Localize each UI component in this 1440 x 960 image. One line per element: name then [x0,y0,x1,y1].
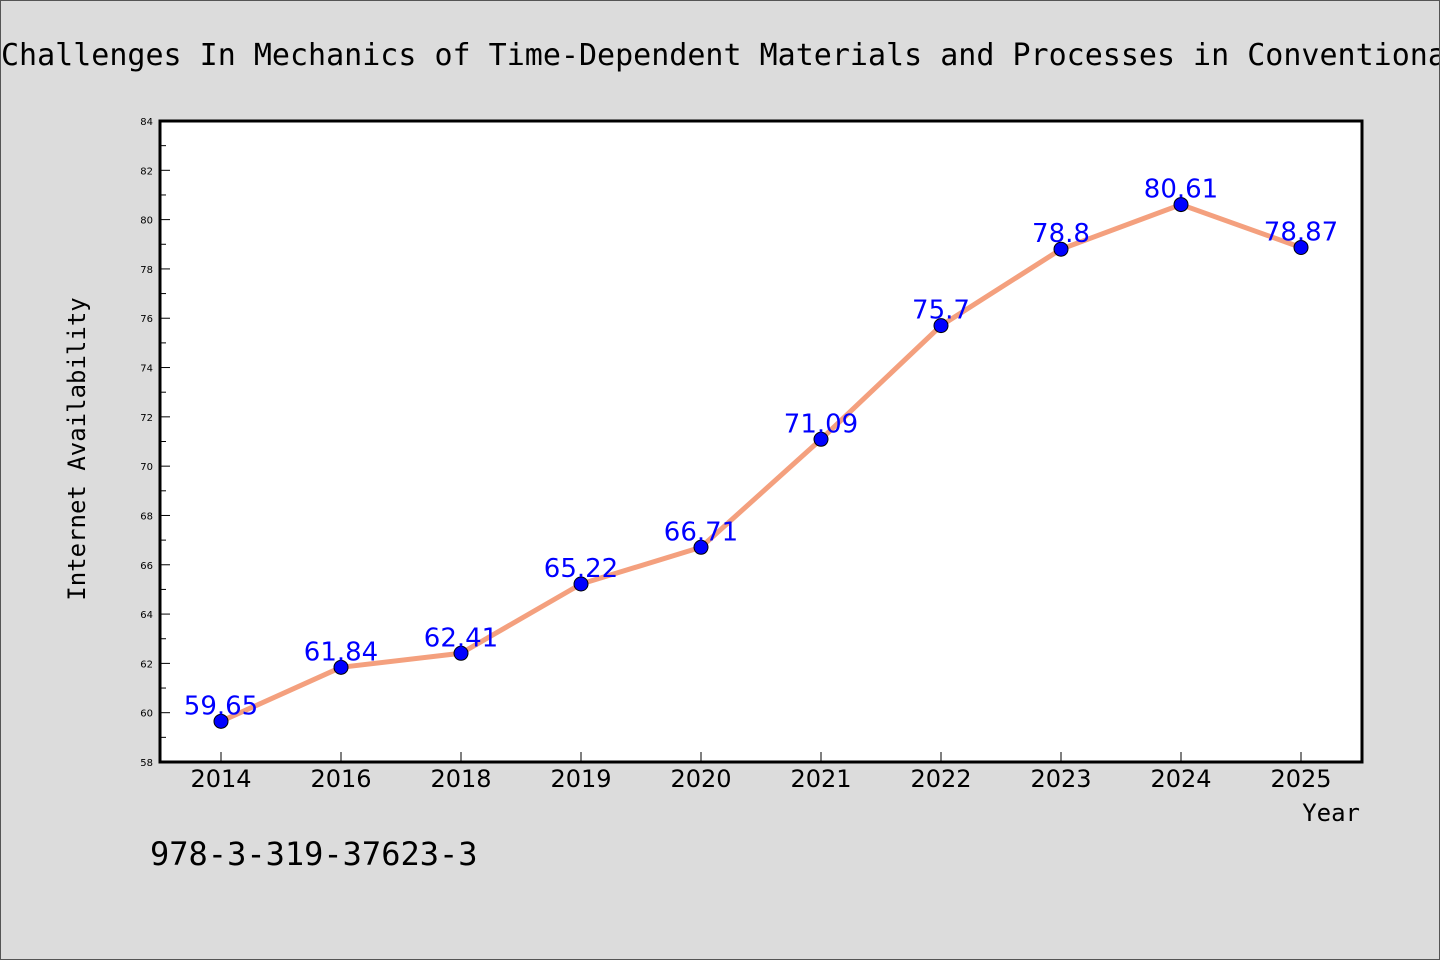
chart-title: Challenges In Mechanics of Time-Dependen… [1,38,1440,73]
data-point-marker [693,539,709,555]
x-tick-label: 2019 [550,765,611,793]
x-tick-label: 2024 [1150,765,1211,793]
y-tick-label: 76 [140,314,153,325]
data-value-label: 66.71 [664,517,738,547]
x-tick-label: 2023 [1030,765,1091,793]
y-tick-label: 72 [140,413,153,424]
y-tick-label: 84 [140,117,153,128]
data-point-marker [813,431,829,447]
x-tick-label: 2022 [910,765,971,793]
plot-area [158,119,1364,764]
x-tick-label: 2014 [190,765,251,793]
data-point-marker [1293,239,1309,255]
data-value-label: 78.8 [1032,219,1090,249]
y-tick-label: 70 [140,462,153,473]
y-tick-label: 80 [140,216,153,227]
y-tick-label: 60 [140,709,153,720]
data-value-label: 62.41 [424,623,498,653]
data-point-marker [213,713,229,729]
isbn-text: 978-3-319-37623-3 [150,835,478,873]
series-polyline [218,202,1304,724]
data-point-marker [333,659,349,675]
y-axis-title: Internet Availability [63,297,91,600]
y-tick-label: 58 [140,758,153,769]
data-value-label: 78.87 [1264,217,1338,247]
x-tick-label: 2016 [310,765,371,793]
data-value-label: 71.09 [784,409,858,439]
data-value-label: 59.65 [184,691,258,721]
data-point-marker [933,318,949,334]
data-value-label: 65.22 [544,554,618,584]
y-tick-label: 64 [140,610,153,621]
y-tick-label: 66 [140,561,153,572]
y-tick-label: 68 [140,511,153,522]
y-tick-label: 62 [140,659,153,670]
x-tick-label: 2021 [790,765,851,793]
y-tick-label: 74 [140,364,153,375]
x-axis-title: Year [1302,799,1360,827]
data-point-marker [573,576,589,592]
data-value-label: 75.7 [912,296,970,326]
data-value-label: 80.61 [1144,175,1218,205]
x-tick-label: 2025 [1270,765,1331,793]
data-value-label: 61.84 [304,637,378,667]
x-tick-label: 2020 [670,765,731,793]
x-tick-label: 2018 [430,765,491,793]
y-tick-label: 82 [140,166,153,177]
data-point-marker [1053,241,1069,257]
data-point-marker [453,645,469,661]
data-labels: 59.65 61.84 62.41 65.22 66.71 71.09 75.7 78.8 80… [184,175,1338,722]
data-point-marker [1173,197,1189,213]
y-axis: 58 60 62 64 66 68 70 72 74 76 78 80 82 84 [140,117,170,769]
y-tick-label: 78 [140,265,153,276]
x-axis: 2014 2016 2018 2019 2020 2021 2022 2023 2024 2025 [190,752,1332,793]
series-line [213,197,1309,729]
